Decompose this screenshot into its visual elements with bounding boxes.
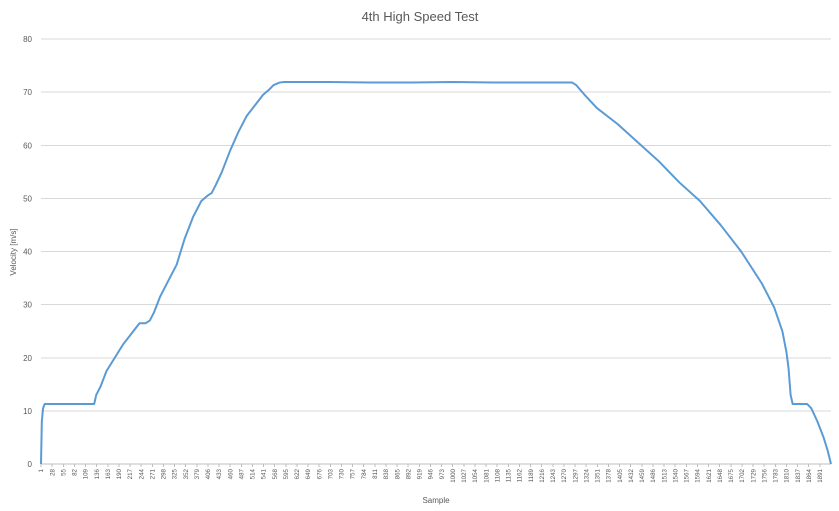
x-tick-label-946: 946 <box>428 468 435 479</box>
x-tick-label-325: 325 <box>172 468 179 479</box>
x-tick-label-541: 541 <box>261 468 268 479</box>
x-tick-label-1729: 1729 <box>750 468 757 482</box>
x-tick-label-1459: 1459 <box>639 468 646 482</box>
x-tick-label-379: 379 <box>194 468 201 479</box>
x-tick-label-595: 595 <box>283 468 290 479</box>
x-tick-label-1891: 1891 <box>817 468 824 482</box>
x-tick-label-1837: 1837 <box>795 468 802 482</box>
x-tick-label-1297: 1297 <box>572 468 579 482</box>
x-tick-label-298: 298 <box>161 468 168 479</box>
axes <box>40 463 831 467</box>
y-tick-label-10: 10 <box>23 407 32 416</box>
x-tick-label-1351: 1351 <box>595 468 602 482</box>
x-tick-label-1081: 1081 <box>483 468 490 482</box>
x-tick-label-1675: 1675 <box>728 468 735 482</box>
x-tick-label-217: 217 <box>127 468 134 479</box>
x-tick-label-190: 190 <box>116 468 123 479</box>
x-tick-label-1378: 1378 <box>606 468 613 482</box>
x-tick-label-1621: 1621 <box>706 468 713 482</box>
x-tick-label-1540: 1540 <box>672 468 679 482</box>
x-tick-label-919: 919 <box>417 468 424 479</box>
x-tick-label-1108: 1108 <box>494 468 501 482</box>
x-tick-label-703: 703 <box>327 468 334 479</box>
x-tick-label-163: 163 <box>105 468 112 479</box>
y-tick-label-20: 20 <box>23 354 32 363</box>
x-tick-label-1648: 1648 <box>717 468 724 482</box>
y-axis-label: Velocity [m/s] <box>9 228 18 275</box>
x-tick-label-1135: 1135 <box>506 468 513 482</box>
x-tick-label-1054: 1054 <box>472 468 479 482</box>
x-tick-label-1594: 1594 <box>695 468 702 482</box>
y-tick-labels: 0 10 20 30 40 50 60 70 80 <box>23 35 32 469</box>
x-tick-label-55: 55 <box>60 468 67 475</box>
x-axis-label: Sample <box>422 496 450 505</box>
x-tick-label-1864: 1864 <box>806 468 813 482</box>
x-tick-label-1486: 1486 <box>650 468 657 482</box>
gridlines <box>41 38 831 412</box>
x-tick-label-757: 757 <box>350 468 357 479</box>
x-tick-label-514: 514 <box>250 468 257 479</box>
x-tick-label-973: 973 <box>439 468 446 479</box>
x-tick-label-28: 28 <box>49 468 56 475</box>
y-tick-label-30: 30 <box>23 301 32 310</box>
x-tick-label-1216: 1216 <box>539 468 546 482</box>
x-tick-label-136: 136 <box>94 468 101 479</box>
x-tick-label-487: 487 <box>238 468 245 479</box>
x-tick-label-460: 460 <box>227 468 234 479</box>
x-tick-label-271: 271 <box>149 468 156 479</box>
x-tick-label-1405: 1405 <box>617 468 624 482</box>
x-tick-label-1189: 1189 <box>528 468 535 482</box>
y-tick-label-40: 40 <box>23 248 32 257</box>
series-line-0 <box>40 81 832 465</box>
x-tick-label-865: 865 <box>394 468 401 479</box>
x-tick-label-1513: 1513 <box>661 468 668 482</box>
x-tick-label-622: 622 <box>294 468 301 479</box>
x-tick-label-1702: 1702 <box>739 468 746 482</box>
y-tick-label-50: 50 <box>23 194 32 203</box>
x-tick-label-1162: 1162 <box>517 468 524 482</box>
x-tick-label-1270: 1270 <box>561 468 568 482</box>
x-tick-label-784: 784 <box>361 468 368 479</box>
x-tick-label-1: 1 <box>38 468 45 472</box>
chart-title: 4th High Speed Test <box>362 9 479 24</box>
y-tick-label-70: 70 <box>23 88 32 97</box>
x-tick-label-109: 109 <box>83 468 90 479</box>
x-tick-label-568: 568 <box>272 468 279 479</box>
series-layer <box>40 81 832 465</box>
y-tick-label-0: 0 <box>28 460 33 469</box>
x-tick-label-433: 433 <box>216 468 223 479</box>
x-tick-label-1324: 1324 <box>583 468 590 482</box>
x-tick-label-352: 352 <box>183 468 190 479</box>
x-tick-label-730: 730 <box>339 468 346 479</box>
x-tick-label-244: 244 <box>138 468 145 479</box>
x-tick-label-1810: 1810 <box>784 468 791 482</box>
x-tick-label-1243: 1243 <box>550 468 557 482</box>
y-tick-label-60: 60 <box>23 141 32 150</box>
x-tick-label-1783: 1783 <box>773 468 780 482</box>
x-tick-label-838: 838 <box>383 468 390 479</box>
x-tick-label-1000: 1000 <box>450 468 457 482</box>
x-tick-labels: 1 28 55 82 109 136 163 190 217 244 271 298 325 352 379… <box>38 468 824 482</box>
y-tick-label-80: 80 <box>23 35 32 44</box>
x-tick-label-649: 649 <box>305 468 312 479</box>
x-tick-label-892: 892 <box>405 468 412 479</box>
x-tick-label-1756: 1756 <box>761 468 768 482</box>
x-tick-label-406: 406 <box>205 468 212 479</box>
x-tick-label-82: 82 <box>72 468 79 475</box>
x-tick-label-1027: 1027 <box>461 468 468 482</box>
x-tick-label-1567: 1567 <box>684 468 691 482</box>
x-tick-label-811: 811 <box>372 468 379 478</box>
x-tick-label-676: 676 <box>316 468 323 479</box>
x-tick-label-1432: 1432 <box>628 468 635 482</box>
